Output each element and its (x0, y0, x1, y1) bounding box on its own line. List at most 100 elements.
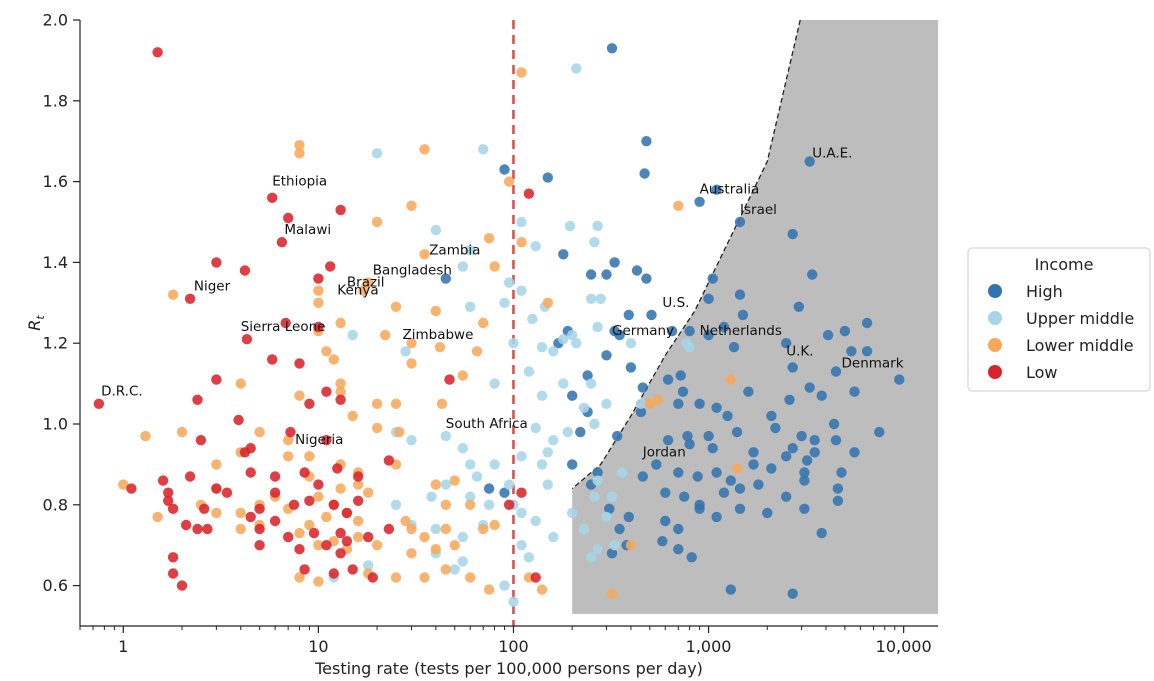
data-point-lower-middle (457, 370, 468, 381)
data-point-high (784, 394, 795, 405)
data-point-high (836, 467, 847, 478)
data-point-lower-middle (328, 354, 339, 365)
data-point-high (679, 491, 690, 502)
data-point-upper-middle (390, 499, 402, 510)
data-point-low (245, 511, 256, 523)
data-point-high (662, 374, 674, 385)
data-point-lower-middle (449, 540, 460, 551)
data-point-low (233, 414, 244, 426)
data-point-upper-middle (684, 342, 695, 353)
data-point-low (321, 386, 332, 397)
data-point-upper-middle (523, 552, 535, 563)
data-point-lower-middle (390, 572, 402, 583)
data-point-high (832, 483, 844, 494)
x-tick-label: 1 (118, 637, 128, 656)
y-tick-label: 1.4 (43, 253, 68, 272)
data-point-upper-middle (567, 507, 578, 519)
data-point-high (804, 156, 815, 167)
y-tick-label: 1.2 (43, 334, 68, 353)
data-point-high (601, 269, 612, 280)
data-point-upper-middle (592, 321, 603, 333)
data-point-high (694, 196, 705, 207)
legend-marker (988, 338, 1002, 352)
data-point-upper-middle (457, 556, 468, 567)
data-point-lower-middle (652, 394, 664, 405)
data-point-lower-middle (235, 378, 246, 389)
data-point-upper-middle (503, 479, 515, 490)
annotation-label: Sierra Leone (241, 319, 326, 335)
data-point-low (308, 527, 320, 539)
data-point-lower-middle (390, 398, 402, 409)
data-point-lower-middle (294, 572, 305, 583)
annotation-label: Germany (612, 323, 674, 339)
y-tick-label: 1.6 (43, 172, 68, 191)
data-point-upper-middle (567, 329, 578, 341)
data-point-upper-middle (558, 334, 569, 345)
data-point-high (483, 483, 495, 494)
data-point-upper-middle (449, 564, 460, 575)
data-point-lower-middle (542, 297, 553, 308)
shaded-region-boundary (571, 19, 801, 490)
data-point-upper-middle (523, 366, 535, 377)
data-point-lower-middle (478, 317, 489, 329)
x-tick-label: 10 (308, 637, 328, 656)
data-point-high (816, 390, 827, 401)
data-point-low (167, 552, 179, 563)
data-point-upper-middle (508, 596, 519, 607)
data-point-upper-middle (589, 418, 600, 430)
data-point-lower-middle (465, 572, 476, 583)
data-point-high (762, 507, 773, 519)
data-point-high (748, 459, 759, 470)
data-point-high (684, 325, 695, 337)
data-point-lower-middle (406, 200, 417, 211)
data-point-low (163, 487, 174, 498)
data-point-high (753, 479, 764, 490)
data-point-low (503, 499, 515, 510)
data-point-low (276, 237, 288, 248)
data-point-low (299, 564, 310, 575)
annotation-label: U.S. (662, 295, 689, 311)
data-point-upper-middle (562, 426, 573, 438)
data-point-upper-middle (601, 511, 612, 523)
data-point-upper-middle (440, 430, 451, 442)
data-point-high (781, 338, 792, 349)
legend-label: Upper middle (1026, 309, 1134, 328)
data-point-low (269, 487, 281, 498)
data-point-low (157, 475, 169, 486)
data-point-high (673, 544, 684, 555)
data-point-high (801, 455, 813, 466)
data-point-low (523, 188, 535, 199)
annotation-label: Niger (194, 279, 231, 295)
data-point-lower-middle (140, 430, 151, 442)
data-point-low (294, 358, 305, 369)
data-point-high (660, 515, 671, 527)
data-point-low (192, 523, 203, 535)
data-point-lower-middle (211, 507, 222, 519)
data-point-low (530, 572, 541, 583)
data-point-high (787, 228, 798, 240)
data-point-upper-middle (516, 507, 527, 519)
annotation-label: Australia (700, 182, 760, 198)
x-axis-title: Testing rate (tests per 100,000 persons … (314, 659, 703, 678)
data-point-high (743, 386, 754, 397)
data-point-upper-middle (503, 277, 515, 288)
data-point-high (625, 362, 637, 373)
legend: Income High Upper middle Lower middle Low (967, 247, 1151, 392)
data-point-upper-middle (430, 224, 441, 236)
data-point-lower-middle (358, 285, 369, 296)
data-point-lower-middle (335, 378, 346, 389)
data-point-upper-middle (516, 285, 527, 296)
data-point-upper-middle (465, 491, 476, 502)
data-point-upper-middle (595, 293, 606, 304)
annotation-label: D.R.C. (101, 384, 143, 400)
annotation-label: Denmark (842, 355, 904, 371)
data-point-high (703, 293, 714, 304)
data-point-upper-middle (465, 301, 476, 312)
data-point-high (623, 309, 634, 321)
data-point-lower-middle (430, 479, 441, 490)
data-point-high (682, 430, 693, 442)
data-point-high (799, 503, 810, 514)
annotation-label: South Africa (446, 416, 528, 432)
data-point-lower-middle (419, 144, 430, 155)
data-point-lower-middle (419, 531, 430, 543)
